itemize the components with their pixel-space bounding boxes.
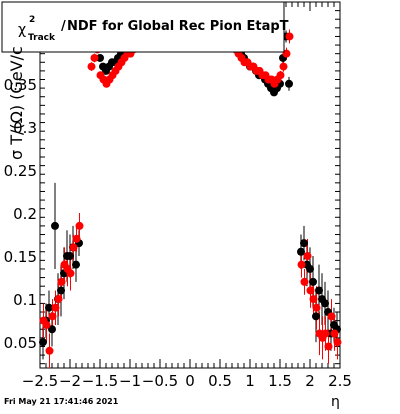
data-point — [72, 260, 80, 269]
data-point — [297, 247, 305, 256]
title-chi: χ — [18, 22, 26, 38]
data-point — [57, 286, 65, 295]
data-point — [285, 79, 293, 88]
data-point — [309, 277, 317, 286]
data-point — [285, 32, 294, 41]
data-point — [42, 320, 51, 329]
x-tick-label: 2.5 — [328, 372, 352, 390]
data-point — [90, 53, 99, 62]
data-point — [48, 312, 57, 321]
title-sub: Track — [28, 33, 56, 43]
data-point — [276, 71, 285, 80]
data-point — [303, 252, 312, 261]
data-point — [321, 299, 329, 308]
data-point — [306, 286, 315, 295]
data-point — [69, 243, 78, 252]
data-point — [66, 269, 75, 278]
data-point — [279, 62, 288, 71]
data-point — [87, 62, 96, 71]
x-tick-label: −1.5 — [82, 372, 118, 390]
x-tick-label: 1 — [245, 372, 255, 390]
y-tick-label: 0.3 — [13, 119, 37, 137]
data-point — [66, 252, 74, 261]
x-tick-label: −0.5 — [142, 372, 178, 390]
data-point — [330, 329, 339, 338]
x-tick-label: 0.5 — [208, 372, 232, 390]
data-point — [48, 325, 56, 334]
data-point — [327, 312, 336, 321]
x-tick-label: −1 — [119, 372, 141, 390]
title-box: χ 2 Track / NDF for Global Rec Pion Etap… — [1, 1, 289, 53]
data-point — [54, 295, 63, 304]
x-tick-label: 2 — [305, 372, 315, 390]
data-point — [315, 286, 323, 295]
y-tick-label: 0.35 — [4, 76, 37, 94]
data-point — [324, 342, 333, 351]
data-point — [75, 221, 84, 230]
chart-title: NDF for Global Rec Pion EtapT — [67, 19, 289, 34]
data-point — [300, 239, 308, 248]
x-tick-label: 1.5 — [268, 372, 292, 390]
data-point — [297, 260, 306, 269]
data-point — [309, 295, 318, 304]
data-point — [321, 329, 330, 338]
title-box-frame — [1, 1, 285, 53]
data-point — [51, 303, 60, 312]
y-tick-label: 0.2 — [13, 205, 37, 223]
data-point — [96, 53, 104, 62]
data-point — [312, 312, 320, 321]
y-tick-label: 0.25 — [4, 162, 37, 180]
x-tick-label: −2 — [59, 372, 81, 390]
x-tick-label: −2.5 — [22, 372, 58, 390]
title-slash: / — [61, 19, 66, 34]
data-point — [72, 234, 81, 243]
axes-group: −2.5 −2 −1.5 −1 −0.5 0 0.5 1 1.5 2 2.5 0.05 0.1 0.15 0… — [4, 1, 352, 390]
data-point — [51, 221, 59, 230]
x-tick-label: 0 — [185, 372, 195, 390]
data-point — [57, 277, 66, 286]
data-point — [306, 264, 314, 273]
timestamp: Fri May 21 17:41:46 2021 — [4, 397, 119, 406]
data-point — [312, 303, 321, 312]
y-axis-label: σ T/(Ω) (GeV/c — [7, 46, 26, 160]
data-point — [39, 338, 47, 347]
title-sup: 2 — [29, 15, 35, 25]
y-tick-label: 0.05 — [4, 334, 37, 352]
data-point — [45, 346, 54, 355]
data-point — [333, 338, 342, 347]
y-tick-label: 0.1 — [13, 291, 37, 309]
data-point — [45, 303, 53, 312]
data-point — [300, 277, 309, 286]
x-axis-label: η — [331, 394, 340, 410]
y-tick-label: 0.15 — [4, 248, 37, 266]
